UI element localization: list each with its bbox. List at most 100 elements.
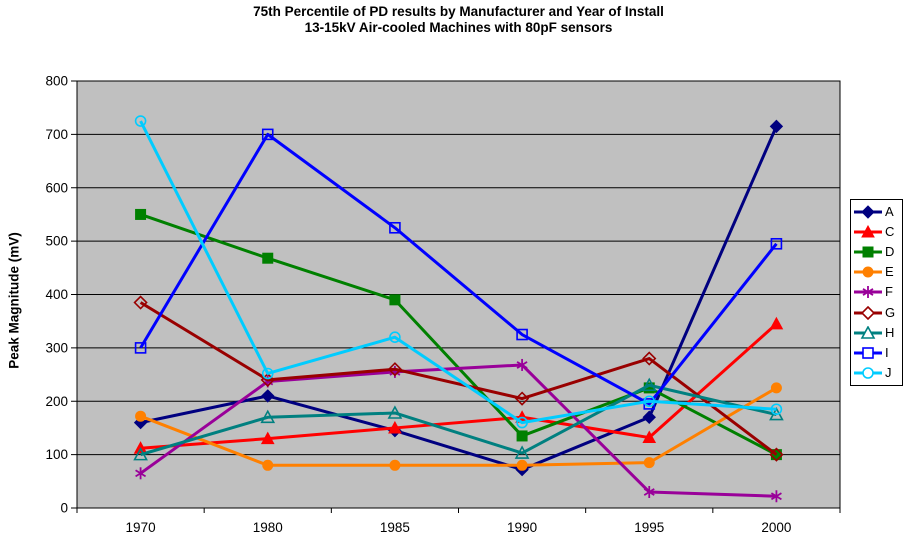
series-marker-I-1970 <box>134 342 147 354</box>
y-tick-label-200: 200 <box>45 394 68 409</box>
series-marker-J-1970 <box>134 115 147 127</box>
series-line-A <box>140 125 778 472</box>
series-marker-H-1990 <box>514 445 530 459</box>
series-marker-H-1970 <box>133 446 148 461</box>
legend-key-I-icon <box>854 347 882 359</box>
legend-label-F: F <box>885 284 893 300</box>
series-marker-G-2000 <box>769 447 784 462</box>
series-marker-E-1995 <box>643 457 655 469</box>
x-tick-label-1970: 1970 <box>126 520 156 535</box>
series-marker-J-1980 <box>261 367 274 380</box>
series-marker-G-1985 <box>387 362 403 377</box>
series-marker-G-1990 <box>514 391 530 406</box>
y-tick-label-400: 400 <box>45 287 68 302</box>
legend-key-D-icon <box>854 246 882 258</box>
legend-label-E: E <box>885 264 894 280</box>
chart-title-line1: 75th Percentile of PD results by Manufac… <box>253 4 664 19</box>
y-tick-label-700: 700 <box>45 127 68 142</box>
series-marker-C-1985 <box>388 420 402 434</box>
series-marker-J-1985 <box>389 331 401 344</box>
series-line-F <box>139 363 777 498</box>
legend-marker-J-icon <box>862 367 874 379</box>
series-marker-F-2000 <box>770 490 782 503</box>
series-marker-C-1995 <box>642 430 657 444</box>
legend-item-G: G <box>853 304 902 320</box>
series-marker-I-2000 <box>770 237 783 250</box>
legend-key-J-icon <box>854 367 882 379</box>
series-marker-D-1985 <box>389 294 401 306</box>
legend-label-J: J <box>885 364 892 380</box>
series-marker-G-1970 <box>133 295 148 310</box>
series-marker-F-1995 <box>643 485 655 498</box>
y-tick-label-100: 100 <box>45 447 68 462</box>
series-marker-A-2000 <box>769 119 784 134</box>
series-marker-H-1985 <box>387 405 403 419</box>
legend-label-C: C <box>885 224 895 240</box>
series-marker-D-1980 <box>262 252 274 264</box>
series-marker-D-1970 <box>135 208 147 220</box>
series-marker-J-2000 <box>770 403 783 416</box>
legend-key-A-icon <box>854 205 882 219</box>
series-marker-A-1995 <box>642 410 656 424</box>
legend-marker-E-icon <box>862 266 874 278</box>
series-marker-E-2000 <box>770 382 782 394</box>
series-line-I <box>139 132 778 406</box>
legend-label-G: G <box>885 304 896 320</box>
series-marker-C-1980 <box>260 431 275 445</box>
chart-title: 75th Percentile of PD results by Manufac… <box>77 4 840 36</box>
legend-key-G-icon <box>854 305 882 320</box>
legend-marker-I-icon <box>862 347 874 359</box>
x-tick-label-1985: 1985 <box>380 520 410 535</box>
series-line-C <box>140 322 778 450</box>
series-marker-E-1970 <box>135 410 147 422</box>
x-tick-label-1990: 1990 <box>507 520 537 535</box>
series-marker-A-1980 <box>261 389 275 403</box>
legend-label-A: A <box>885 204 894 220</box>
legend-item-E: E <box>853 265 902 279</box>
series-marker-I-1980 <box>261 128 274 141</box>
series-marker-C-2000 <box>769 316 784 330</box>
y-tick-label-500: 500 <box>45 234 68 249</box>
series-marker-F-1990 <box>516 358 528 371</box>
series-line-E <box>140 386 778 467</box>
series-marker-H-1980 <box>260 409 276 424</box>
series-marker-I-1985 <box>389 221 401 234</box>
legend-item-J: J <box>853 364 902 380</box>
y-tick-label-300: 300 <box>45 340 68 355</box>
legend-key-H-icon <box>854 325 882 339</box>
legend-label-I: I <box>885 344 889 360</box>
series-marker-I-1990 <box>516 328 528 341</box>
legend-item-I: I <box>853 344 902 360</box>
legend-marker-G-icon <box>860 305 876 320</box>
legend-key-C-icon <box>854 225 882 238</box>
series-marker-H-1995 <box>641 377 657 392</box>
series-marker-G-1995 <box>642 351 657 366</box>
y-tick-label-0: 0 <box>60 501 68 516</box>
series-marker-E-1985 <box>389 459 401 471</box>
legend-item-D: D <box>853 245 902 259</box>
series-marker-E-1990 <box>516 459 528 471</box>
series-marker-J-1995 <box>643 395 656 408</box>
series-marker-D-1990 <box>516 430 528 442</box>
legend-key-F-icon <box>854 286 882 299</box>
legend-marker-C-icon <box>861 225 875 238</box>
chart-title-line2: 13-15kV Air-cooled Machines with 80pF se… <box>304 20 613 35</box>
x-tick-label-2000: 2000 <box>761 520 791 535</box>
series-line-H <box>140 383 777 457</box>
series-marker-G-1980 <box>260 372 275 388</box>
legend-item-H: H <box>853 325 902 340</box>
legend-label-D: D <box>885 244 895 260</box>
legend-item-A: A <box>853 205 902 219</box>
series-marker-F-1970 <box>135 467 147 480</box>
legend-key-E-icon <box>854 266 882 278</box>
x-tick-label-1980: 1980 <box>253 520 283 535</box>
legend-item-F: F <box>853 285 902 299</box>
x-tick-label-1995: 1995 <box>634 520 664 535</box>
series-marker-J-1990 <box>516 416 528 429</box>
series-line-J <box>139 120 777 425</box>
series-line-G <box>139 301 778 456</box>
series-marker-E-1980 <box>262 459 274 471</box>
